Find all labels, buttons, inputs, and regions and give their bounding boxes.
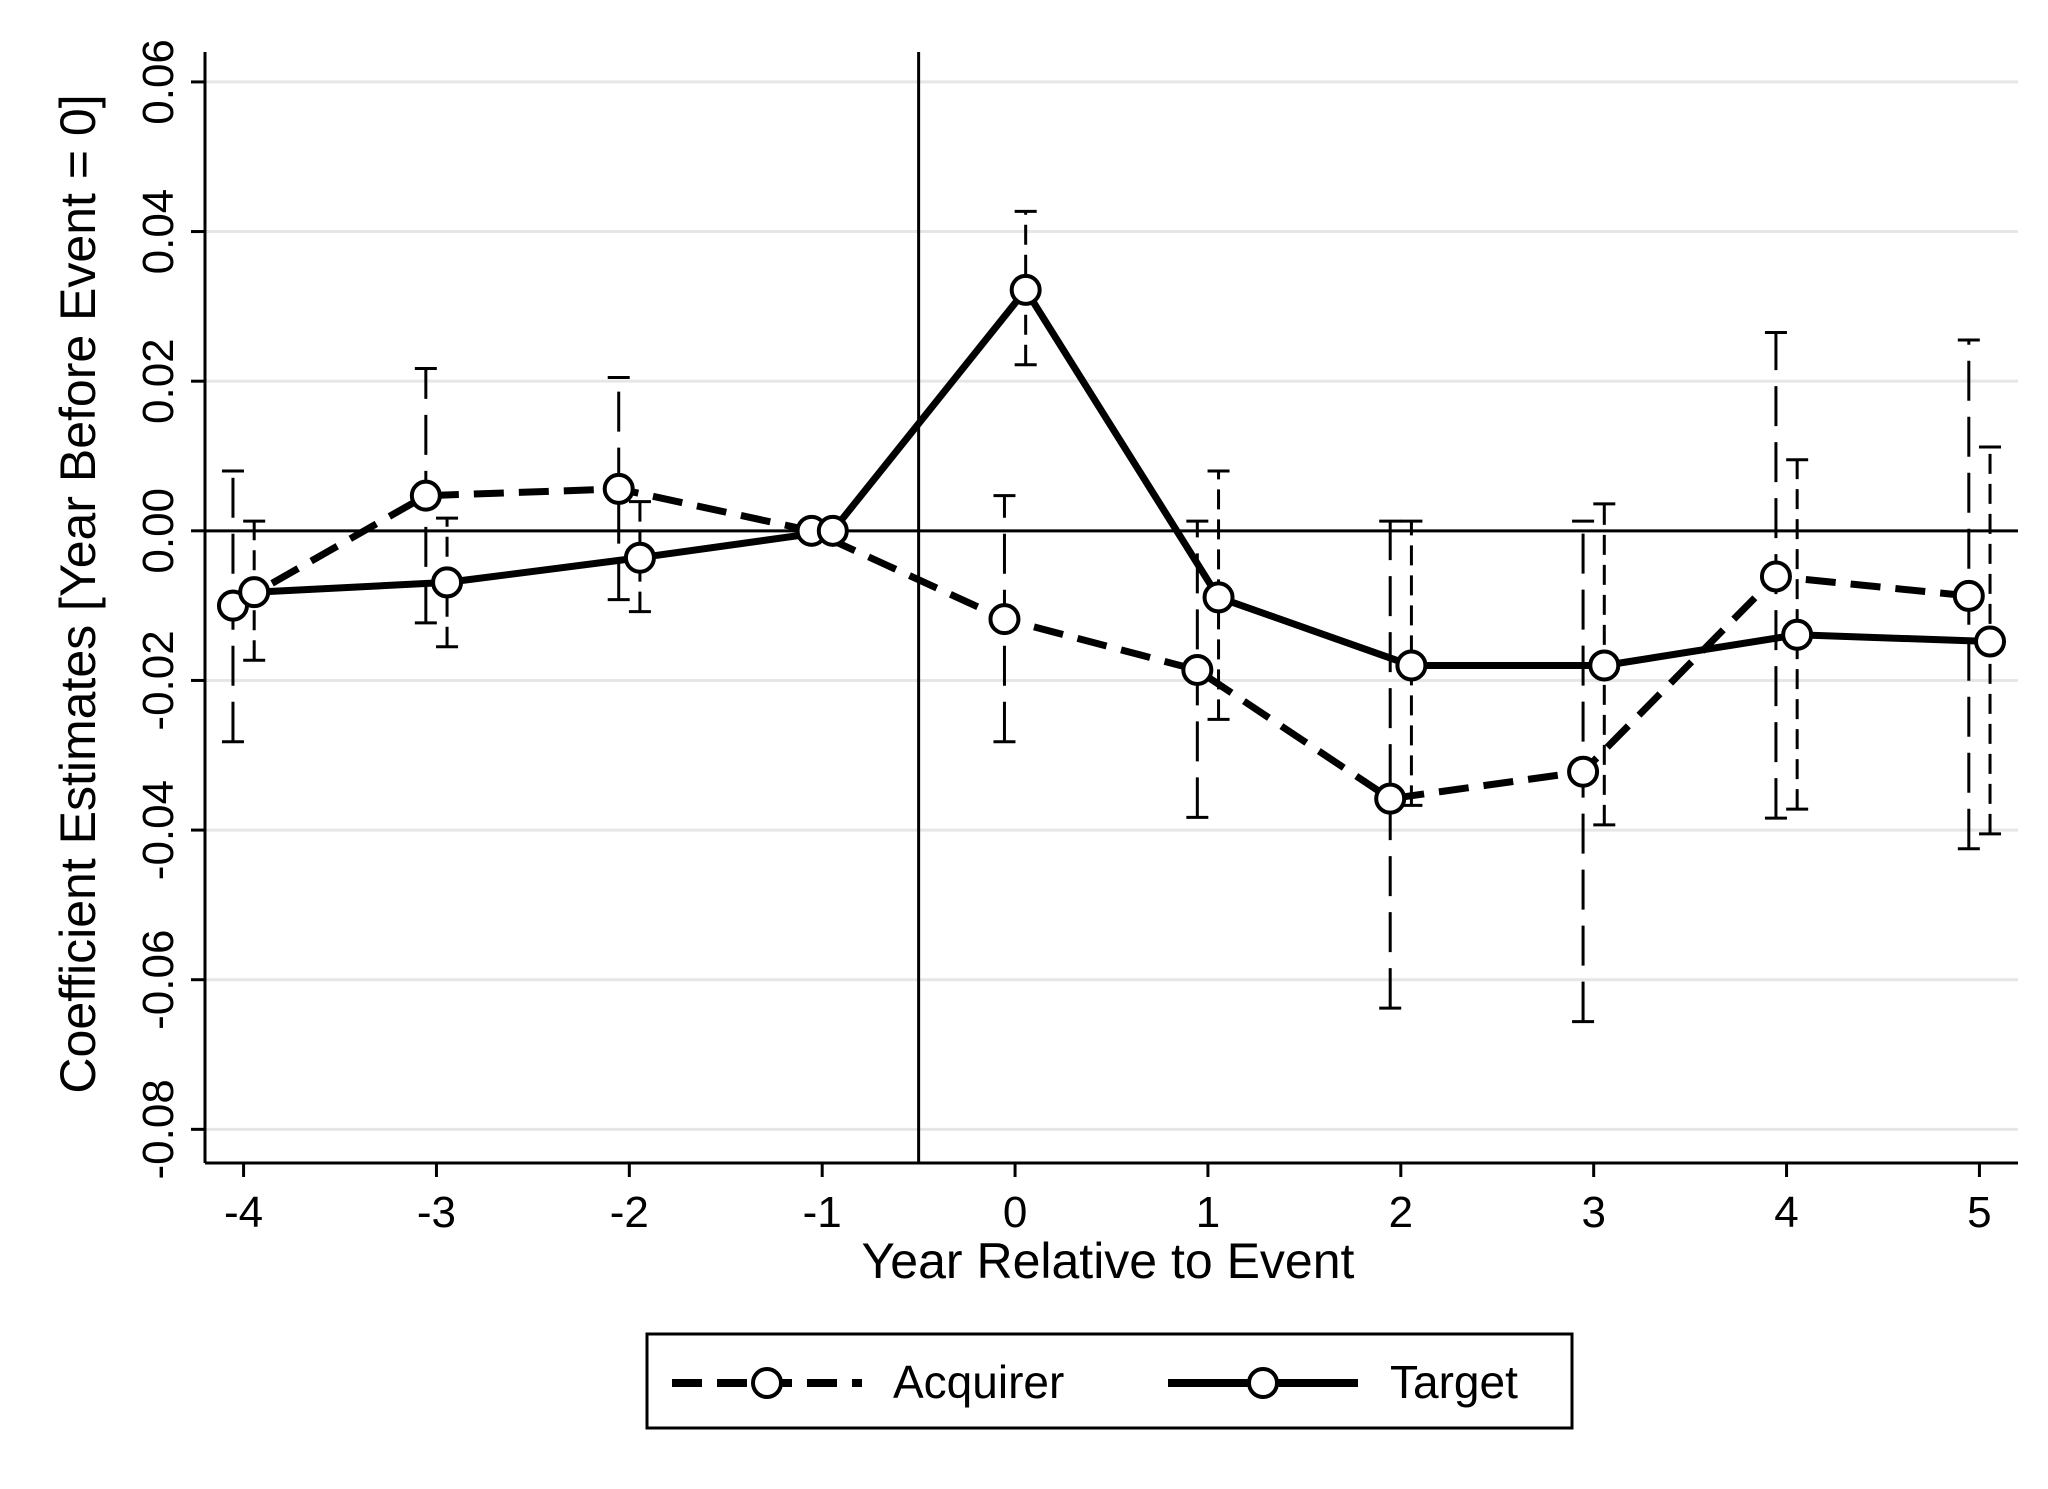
series-markers <box>216 273 2007 815</box>
x-axis-title: Year Relative to Event <box>862 1233 1355 1289</box>
acquirer-point <box>1374 782 1407 815</box>
legend-target-label: Target <box>1390 1356 1518 1408</box>
legend-acquirer-label: Acquirer <box>893 1356 1064 1408</box>
x-tick-label: 2 <box>1389 1188 1413 1237</box>
acquirer-point <box>1759 560 1792 593</box>
x-tick-label: -4 <box>224 1188 263 1237</box>
acquirer-line <box>231 485 1970 803</box>
x-tick-label: 5 <box>1967 1188 1991 1237</box>
x-tick-label: 3 <box>1581 1188 1605 1237</box>
y-tick-label: -0.06 <box>134 930 183 1030</box>
target-point <box>1588 649 1621 682</box>
y-tick-label: -0.04 <box>134 780 183 880</box>
target-point <box>623 541 656 574</box>
axes <box>191 52 2018 1177</box>
legend-acquirer-marker <box>751 1367 783 1399</box>
legend: Acquirer Target <box>645 1332 1574 1430</box>
x-tick-label: -3 <box>417 1188 456 1237</box>
series-lines <box>231 286 1991 803</box>
x-tick-label: 1 <box>1196 1188 1220 1237</box>
y-tick-label: -0.02 <box>134 630 183 730</box>
acquirer-point <box>1181 653 1214 686</box>
legend-box <box>645 1332 1574 1430</box>
target-point <box>431 566 464 599</box>
target-point <box>1974 625 2007 658</box>
acquirer-point <box>602 472 635 505</box>
target-point <box>1009 273 1042 306</box>
target-point <box>816 514 849 547</box>
target-point <box>238 576 271 609</box>
acquirer-point <box>1952 579 1985 612</box>
x-tick-label: 4 <box>1774 1188 1798 1237</box>
y-tick-label: -0.08 <box>134 1079 183 1179</box>
acquirer-point <box>1567 755 1600 788</box>
y-axis-title: Coefficient Estimates [Year Before Event… <box>50 94 106 1093</box>
target-point <box>1781 618 1814 651</box>
x-tick-label: -2 <box>610 1188 649 1237</box>
x-tick-label: -1 <box>803 1188 842 1237</box>
y-tick-label: 0.06 <box>134 39 183 125</box>
acquirer-point <box>409 479 442 512</box>
target-point <box>1395 649 1428 682</box>
y-tick-label: 0.02 <box>134 338 183 424</box>
target-point <box>1202 581 1235 614</box>
acquirer-point <box>988 603 1021 636</box>
reference-lines <box>205 52 2018 1163</box>
legend-target-marker <box>1247 1367 1279 1399</box>
y-tick-label: 0.04 <box>134 189 183 275</box>
x-tick-label: 0 <box>1003 1188 1027 1237</box>
y-tick-label: 0.00 <box>134 488 183 574</box>
tick-labels: -0.08 -0.06 -0.04 -0.02 0.00 0.02 0.04 0.06 -4 -3… <box>134 39 1992 1237</box>
target-line <box>254 286 1991 669</box>
